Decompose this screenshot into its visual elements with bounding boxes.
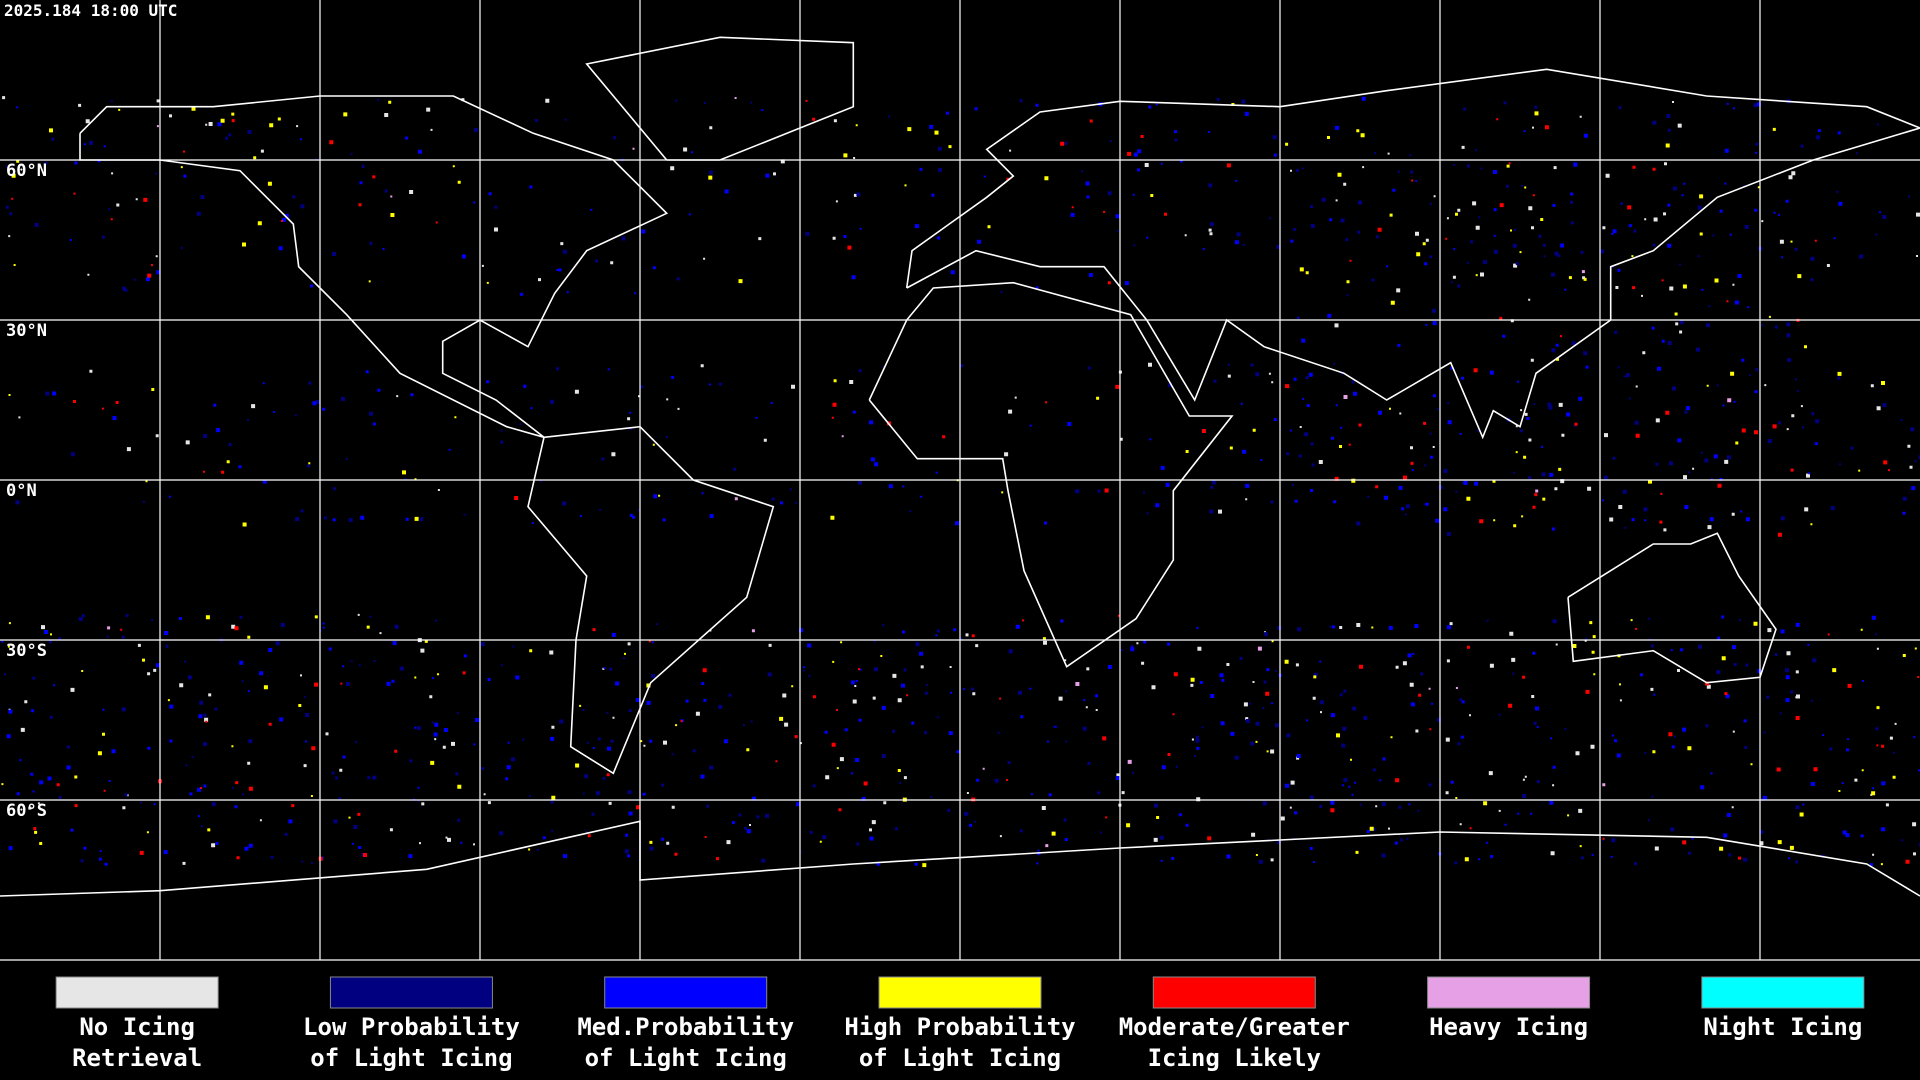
icing-speckles [11,99,1920,864]
legend-label: Moderate/Greater [1119,1013,1350,1041]
icing-field [1,96,1920,868]
latitude-label: 60°S [6,801,47,821]
legend-label: Med.Probability [577,1013,794,1041]
legend-label: Retrieval [72,1044,202,1072]
graticule [0,0,1920,961]
coastline [905,68,1920,440]
timestamp: 2025.184 18:00 UTC [4,1,177,20]
coastline [868,281,1234,668]
legend-swatch [1701,976,1865,1009]
legend-swatch [878,976,1042,1009]
latitude-label: 60°N [6,161,47,181]
legend-swatch [1152,976,1316,1009]
legend-label: Low Probability [303,1013,520,1041]
legend-swatch [604,976,768,1009]
latitude-label: 30°S [6,641,47,661]
coastline [527,425,775,775]
coastline [79,95,669,439]
legend: No Icing Retrieval Low Probability of Light… [55,976,1865,1072]
legend-label: No Icing [79,1013,195,1041]
legend-label: of Light Icing [859,1044,1061,1072]
legend-swatch [55,976,219,1009]
legend-label: High Probability [844,1013,1075,1041]
latitude-label: 0°N [6,481,37,501]
legend-label: Heavy Icing [1429,1013,1588,1041]
coastline [1567,532,1777,684]
legend-label: Icing Likely [1148,1044,1321,1072]
legend-label: of Light Icing [310,1044,512,1072]
labels: 2025.184 18:00 UTC 60°N 30°N 0°N 30°S 60°S [4,1,177,821]
legend-swatch [1427,976,1591,1009]
latitude-label: 30°N [6,321,47,341]
legend-swatch [329,976,493,1009]
legend-label: Night Icing [1703,1013,1862,1041]
legend-label: of Light Icing [585,1044,787,1072]
